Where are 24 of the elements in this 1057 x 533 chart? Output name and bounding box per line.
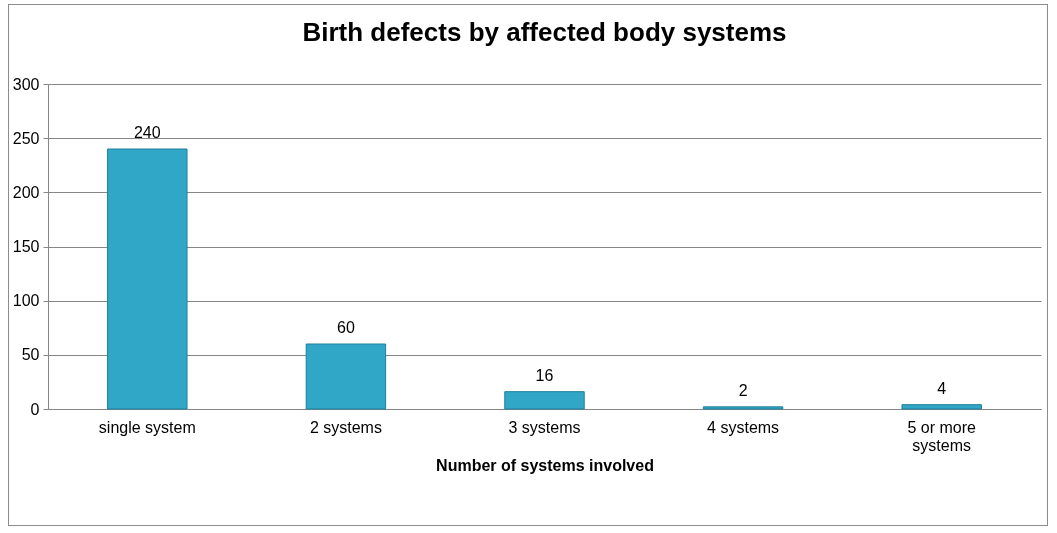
y-tick-label: 150 — [12, 238, 40, 255]
data-label: 240 — [133, 124, 161, 141]
bar — [702, 406, 784, 410]
x-tick-label: single system — [98, 418, 196, 436]
x-tick-label: 2 systems — [309, 418, 382, 436]
y-tick-label: 300 — [12, 75, 40, 93]
data-label: 4 — [937, 379, 947, 397]
y-tick-label: 250 — [12, 129, 40, 147]
x-axis-title: Number of systems involved — [436, 456, 654, 474]
y-tick-label: 200 — [12, 183, 40, 201]
x-tick-label: 3 systems — [508, 418, 581, 436]
y-tick-label: 100 — [12, 292, 40, 310]
bar — [901, 404, 982, 410]
bar — [305, 343, 387, 410]
y-tick-label: 0 — [30, 400, 40, 418]
data-label: 60 — [337, 319, 355, 336]
x-tick-label: 5 or more systems — [907, 418, 977, 454]
x-tick-label: 4 systems — [707, 418, 780, 436]
bar — [107, 148, 188, 410]
data-label: 16 — [535, 366, 554, 384]
bar — [504, 391, 585, 410]
y-tick-label: 50 — [21, 346, 40, 364]
chart-title: Birth defects by affected body systems — [302, 17, 787, 47]
data-label: 2 — [738, 381, 748, 399]
